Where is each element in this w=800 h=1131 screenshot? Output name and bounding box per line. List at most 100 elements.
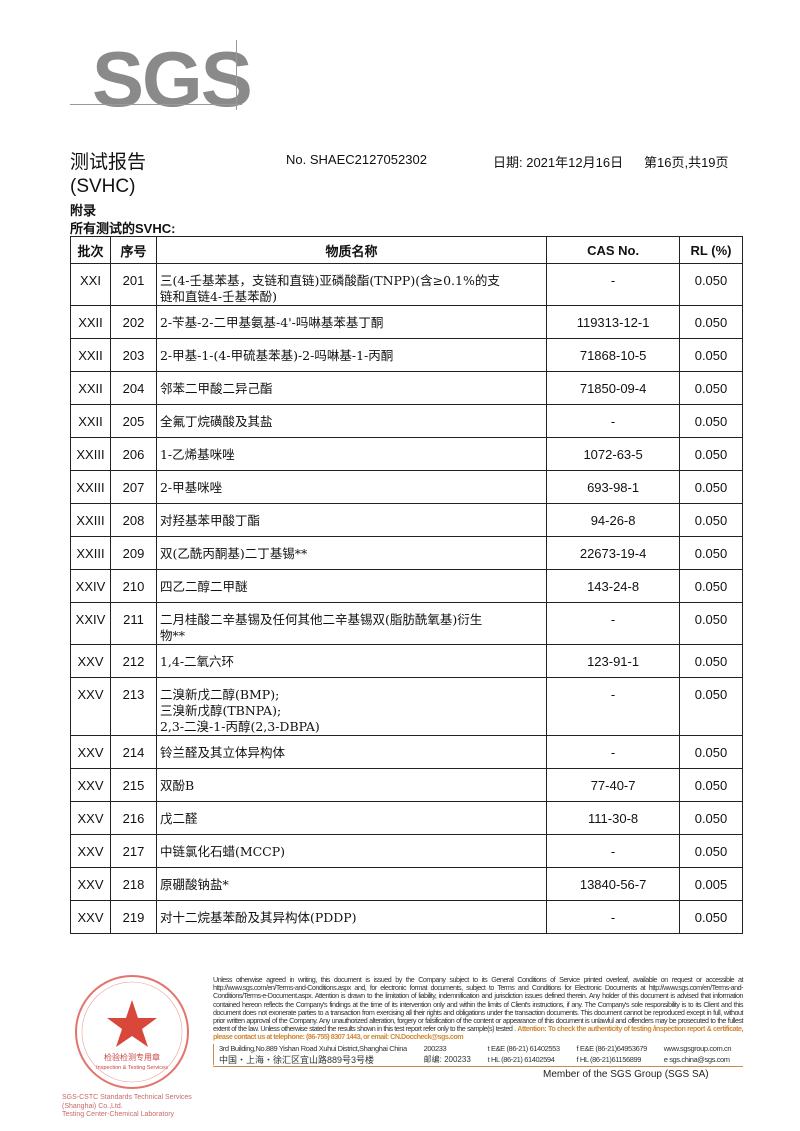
table-row: XXIII 206 1-乙烯基咪唑 1072-63-5 0.050 xyxy=(70,437,743,471)
substance-cell: 2-苄基-2-二甲基氨基-4'-吗啉基苯基丁酮 xyxy=(155,305,548,339)
rl-cell: 0.050 xyxy=(679,536,743,570)
number-cell: 213 xyxy=(109,677,157,736)
batch-cell: XXV xyxy=(70,677,111,736)
number-cell: 204 xyxy=(109,371,157,405)
cas-cell: 77-40-7 xyxy=(546,768,680,802)
number-cell: 208 xyxy=(109,503,157,537)
rl-cell: 0.050 xyxy=(679,470,743,504)
number-cell: 209 xyxy=(109,536,157,570)
disclaimer-text: Unless otherwise agreed in writing, this… xyxy=(213,975,744,1034)
number-cell: 210 xyxy=(109,569,157,603)
tel-ee: t E&E (86-21) 61402553 xyxy=(487,1043,560,1053)
rl-cell: 0.050 xyxy=(679,437,743,471)
table-header-row: 批次 序号 物质名称 CAS No. RL (%) xyxy=(70,236,743,264)
table-row: XXII 202 2-苄基-2-二甲基氨基-4'-吗啉基苯基丁酮 119313-12-… xyxy=(70,305,743,339)
cas-cell: 123-91-1 xyxy=(546,644,680,678)
number-cell: 216 xyxy=(109,801,157,835)
substance-cell: 全氟丁烷磺酸及其盐 xyxy=(155,404,548,438)
cas-cell: - xyxy=(546,900,680,934)
zip-en: 200233 xyxy=(423,1043,447,1053)
svg-text:Inspection & Testing Services: Inspection & Testing Services xyxy=(96,1065,168,1071)
substance-cell: 2-甲基-1-(4-甲硫基苯基)-2-吗啉基-1-丙酮 xyxy=(155,338,548,372)
footer-disclaimer: Unless otherwise agreed in writing, this… xyxy=(213,975,744,1042)
cas-cell: 693-98-1 xyxy=(546,470,680,504)
all-tested-heading: 所有测试的SVHC: xyxy=(70,221,176,236)
substance-cell: 四乙二醇二甲醚 xyxy=(155,569,548,603)
cas-cell: 94-26-8 xyxy=(546,503,680,537)
inspection-stamp: 检验检测专用章 Inspection & Testing Services xyxy=(75,975,189,1089)
batch-cell: XXV xyxy=(70,735,111,769)
batch-cell: XXII xyxy=(70,305,111,339)
batch-cell: XXIII xyxy=(70,536,111,570)
cas-cell: 71868-10-5 xyxy=(546,338,680,372)
rl-cell: 0.050 xyxy=(679,602,743,645)
header-cas: CAS No. xyxy=(546,236,680,264)
stamp-caption: SGS-CSTC Standards Technical Services (S… xyxy=(62,1094,208,1120)
rl-cell: 0.050 xyxy=(679,644,743,678)
batch-cell: XXI xyxy=(70,263,111,306)
batch-cell: XXIII xyxy=(70,470,111,504)
number-cell: 202 xyxy=(109,305,157,339)
report-date: 日期: 2021年12月16日 xyxy=(493,155,624,170)
rl-cell: 0.050 xyxy=(679,677,743,736)
rl-cell: 0.050 xyxy=(679,305,743,339)
table-row: XXV 216 戊二醛 111-30-8 0.050 xyxy=(70,801,743,835)
tel-hl: t HL (86-21) 61402594 xyxy=(487,1054,555,1064)
table-row: XXV 214 铃兰醛及其立体异构体 -0.050 xyxy=(70,735,743,769)
table-row: XXII 205 全氟丁烷磺酸及其盐 -0.050 xyxy=(70,404,743,438)
table-row: XXV 212 1,4-二氧六环 123-91-1 0.050 xyxy=(70,644,743,678)
table-row: XXIII 207 2-甲基咪唑 693-98-1 0.050 xyxy=(70,470,743,504)
rl-cell: 0.050 xyxy=(679,503,743,537)
substance-cell: 邻苯二甲酸二异己酯 xyxy=(155,371,548,405)
cas-cell: 1072-63-5 xyxy=(546,437,680,471)
number-cell: 206 xyxy=(109,437,157,471)
cas-cell: 119313-12-1 xyxy=(546,305,680,339)
appendix-heading: 附录 xyxy=(70,203,97,218)
footer-rule xyxy=(213,1065,743,1067)
rl-cell: 0.050 xyxy=(679,371,743,405)
table-row: XXIII 208 对羟基苯甲酸丁酯 94-26-8 0.050 xyxy=(70,503,743,537)
report-number: No. SHAEC2127052302 xyxy=(286,152,427,167)
rl-cell: 0.050 xyxy=(679,768,743,802)
footer-address-block: 3rd Building,No.889 Yishan Road Xuhui Di… xyxy=(213,1043,743,1065)
cas-cell: - xyxy=(546,404,680,438)
substance-cell: 二月桂酸二辛基锡及任何其他二辛基锡双(脂肪酰氧基)衍生 物** xyxy=(155,602,548,645)
logo-divider-vertical xyxy=(236,40,237,110)
number-cell: 215 xyxy=(109,768,157,802)
batch-cell: XXII xyxy=(70,404,111,438)
number-cell: 219 xyxy=(109,900,157,934)
table-row: XXI 201 三(4-壬基苯基，支链和直链)亚磷酸酯(TNPP)(含≥0.1%的支… xyxy=(70,263,743,306)
header-substance: 物质名称 xyxy=(155,236,548,264)
report-title: 测试报告 xyxy=(70,152,147,173)
footer: Unless otherwise agreed in writing, this… xyxy=(213,975,744,1081)
batch-cell: XXV xyxy=(70,900,111,934)
batch-cell: XXIV xyxy=(70,602,111,645)
batch-cell: XXV xyxy=(70,867,111,901)
substance-cell: 中链氯化石蜡(MCCP) xyxy=(155,834,548,868)
cas-cell: 13840-56-7 xyxy=(546,867,680,901)
zip-cn: 邮编: 200233 xyxy=(423,1054,471,1064)
substance-cell: 双(乙酰丙酮基)二丁基锡** xyxy=(155,536,548,570)
address-en: 3rd Building,No.889 Yishan Road Xuhui Di… xyxy=(219,1043,407,1053)
cas-cell: - xyxy=(546,677,680,736)
batch-cell: XXIII xyxy=(70,503,111,537)
batch-cell: XXV xyxy=(70,801,111,835)
table-row: XXII 203 2-甲基-1-(4-甲硫基苯基)-2-吗啉基-1-丙酮 71868-… xyxy=(70,338,743,372)
rl-cell: 0.050 xyxy=(679,900,743,934)
substance-cell: 戊二醛 xyxy=(155,801,548,835)
rl-cell: 0.050 xyxy=(679,404,743,438)
substance-cell: 1-乙烯基咪唑 xyxy=(155,437,548,471)
cas-cell: - xyxy=(546,834,680,868)
cas-cell: 143-24-8 xyxy=(546,569,680,603)
table-row: XXII 204 邻苯二甲酸二异己酯 71850-09-4 0.050 xyxy=(70,371,743,405)
table-row: XXV 219 对十二烷基苯酚及其异构体(PDDP) -0.050 xyxy=(70,900,743,934)
cas-cell: 71850-09-4 xyxy=(546,371,680,405)
email: e sgs.china@sgs.com xyxy=(663,1054,730,1064)
svg-text:检验检测专用章: 检验检测专用章 xyxy=(104,1052,160,1062)
rl-cell: 0.050 xyxy=(679,735,743,769)
substance-cell: 2-甲基咪唑 xyxy=(155,470,548,504)
substance-cell: 对羟基苯甲酸丁酯 xyxy=(155,503,548,537)
cas-cell: 111-30-8 xyxy=(546,801,680,835)
number-cell: 218 xyxy=(109,867,157,901)
